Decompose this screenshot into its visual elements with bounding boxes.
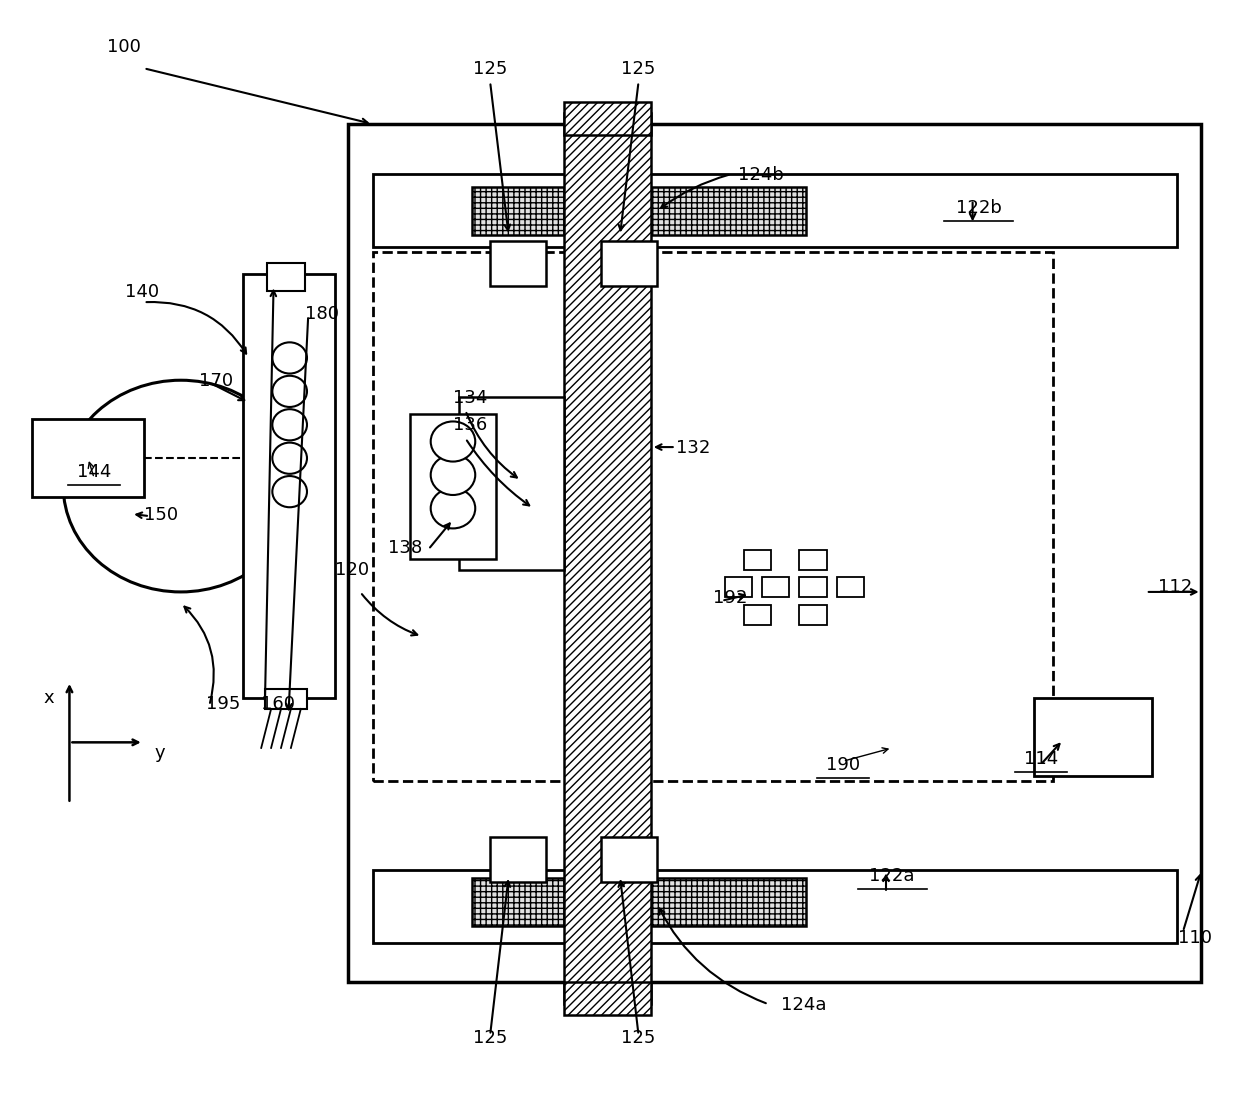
Text: 150: 150 — [144, 506, 177, 524]
Circle shape — [430, 488, 475, 528]
Circle shape — [63, 380, 299, 592]
Text: 125: 125 — [472, 60, 507, 78]
Bar — [601, 837, 657, 881]
Text: 112: 112 — [1158, 577, 1193, 596]
Bar — [459, 397, 564, 570]
Bar — [471, 878, 806, 926]
Circle shape — [273, 476, 308, 507]
Text: 190: 190 — [826, 755, 859, 774]
Text: 140: 140 — [125, 283, 159, 300]
Bar — [1034, 698, 1152, 776]
Bar — [372, 252, 1053, 782]
Text: 132: 132 — [676, 439, 711, 457]
Bar — [372, 174, 1177, 247]
Text: 192: 192 — [713, 589, 748, 607]
Bar — [564, 102, 651, 135]
Text: 170: 170 — [200, 372, 233, 390]
Circle shape — [273, 342, 308, 373]
Bar — [32, 419, 144, 497]
Text: 125: 125 — [621, 1029, 656, 1047]
Text: 114: 114 — [1023, 750, 1058, 768]
Text: 110: 110 — [1178, 929, 1213, 947]
Circle shape — [430, 455, 475, 495]
Bar — [744, 550, 771, 570]
Text: 125: 125 — [621, 60, 656, 78]
Bar — [744, 605, 771, 626]
Text: 138: 138 — [388, 538, 422, 557]
Bar — [725, 577, 753, 598]
Bar — [372, 870, 1177, 943]
Text: 100: 100 — [107, 38, 140, 56]
Text: 180: 180 — [305, 305, 339, 323]
Bar — [564, 113, 651, 1004]
Text: 136: 136 — [453, 417, 487, 435]
Bar — [243, 275, 336, 698]
Text: 160: 160 — [262, 695, 295, 713]
Text: 134: 134 — [453, 389, 487, 407]
Text: 122b: 122b — [956, 199, 1002, 217]
Bar — [800, 577, 827, 598]
Bar — [800, 605, 827, 626]
Text: 124b: 124b — [738, 165, 784, 183]
Text: y: y — [155, 745, 165, 763]
Circle shape — [273, 442, 308, 474]
Circle shape — [273, 409, 308, 440]
Circle shape — [430, 421, 475, 461]
Bar — [265, 689, 308, 709]
Bar — [763, 577, 790, 598]
Bar — [490, 241, 546, 286]
Text: 122a: 122a — [869, 867, 915, 885]
Text: 125: 125 — [472, 1029, 507, 1047]
Bar — [268, 264, 305, 292]
Text: x: x — [43, 689, 53, 707]
Bar — [347, 124, 1202, 982]
Bar — [564, 982, 651, 1015]
Bar — [409, 413, 496, 558]
Circle shape — [273, 375, 308, 407]
Text: 120: 120 — [336, 561, 370, 580]
Text: 124a: 124a — [781, 995, 826, 1014]
Bar — [471, 188, 806, 236]
Text: 195: 195 — [206, 695, 239, 713]
Bar — [490, 837, 546, 881]
Bar — [837, 577, 864, 598]
Bar — [800, 550, 827, 570]
Bar — [601, 241, 657, 286]
Text: 144: 144 — [77, 462, 112, 480]
